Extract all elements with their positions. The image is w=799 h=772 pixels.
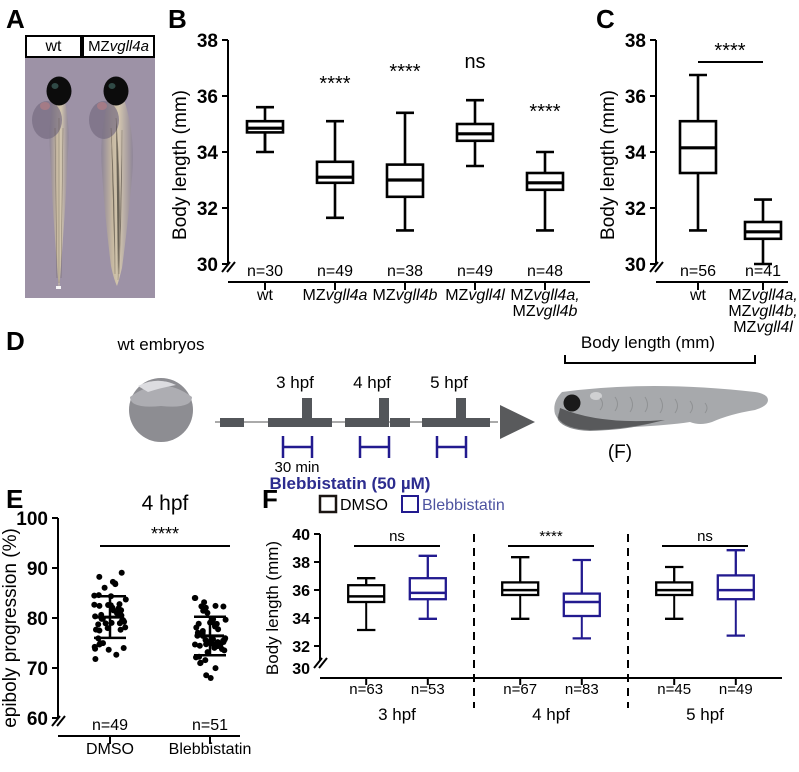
svg-text:5 hpf: 5 hpf bbox=[686, 705, 724, 724]
svg-text:MZvgll4a: MZvgll4a bbox=[303, 287, 368, 304]
svg-text:n=45: n=45 bbox=[657, 681, 691, 698]
svg-text:n=51: n=51 bbox=[192, 717, 228, 734]
svg-text:n=49: n=49 bbox=[92, 717, 128, 734]
svg-text:90: 90 bbox=[27, 559, 48, 580]
svg-text:36: 36 bbox=[292, 583, 310, 600]
svg-text:wt embryos: wt embryos bbox=[117, 335, 205, 354]
svg-text:4 hpf: 4 hpf bbox=[353, 373, 391, 392]
svg-text:epiboly progression (%): epiboly progression (%) bbox=[0, 528, 21, 728]
svg-text:4 hpf: 4 hpf bbox=[532, 705, 570, 724]
svg-text:wt: wt bbox=[689, 287, 707, 304]
svg-text:80: 80 bbox=[27, 609, 48, 630]
svg-text:****: **** bbox=[539, 528, 563, 545]
svg-text:n=49: n=49 bbox=[719, 681, 753, 698]
svg-text:32: 32 bbox=[625, 199, 646, 220]
svg-text:DMSO: DMSO bbox=[340, 497, 388, 514]
svg-text:38: 38 bbox=[292, 555, 310, 572]
svg-text:32: 32 bbox=[292, 639, 310, 656]
svg-text:70: 70 bbox=[27, 659, 48, 680]
svg-text:Body length (mm): Body length (mm) bbox=[263, 541, 282, 675]
svg-text:n=56: n=56 bbox=[680, 263, 716, 280]
svg-text:Blebbistatin: Blebbistatin bbox=[422, 497, 505, 514]
svg-text:****: **** bbox=[529, 101, 560, 123]
svg-text:36: 36 bbox=[625, 87, 646, 108]
svg-text:n=63: n=63 bbox=[349, 681, 383, 698]
svg-text:MZvgll4b: MZvgll4b bbox=[513, 303, 578, 320]
svg-text:****: **** bbox=[151, 524, 179, 544]
svg-text:30: 30 bbox=[292, 661, 310, 678]
svg-text:34: 34 bbox=[292, 611, 310, 628]
svg-text:ns: ns bbox=[464, 51, 485, 73]
svg-text:3 hpf: 3 hpf bbox=[276, 373, 314, 392]
svg-text:Blebbistatin: Blebbistatin bbox=[169, 741, 252, 758]
svg-text:Body length (mm): Body length (mm) bbox=[581, 333, 715, 352]
svg-text:n=41: n=41 bbox=[745, 263, 781, 280]
svg-text:n=83: n=83 bbox=[565, 681, 599, 698]
svg-text:****: **** bbox=[714, 40, 745, 62]
svg-text:n=38: n=38 bbox=[387, 263, 423, 280]
svg-text:n=30: n=30 bbox=[247, 263, 283, 280]
svg-text:MZvgll4b,: MZvgll4b, bbox=[728, 303, 797, 320]
svg-text:n=49: n=49 bbox=[317, 263, 353, 280]
svg-text:****: **** bbox=[389, 61, 420, 83]
svg-text:MZvgll4a,: MZvgll4a, bbox=[728, 287, 797, 304]
svg-text:34: 34 bbox=[625, 143, 647, 164]
svg-text:n=49: n=49 bbox=[457, 263, 493, 280]
svg-text:n=48: n=48 bbox=[527, 263, 563, 280]
svg-text:5 hpf: 5 hpf bbox=[430, 373, 468, 392]
svg-text:wt: wt bbox=[256, 287, 274, 304]
svg-text:3 hpf: 3 hpf bbox=[378, 705, 416, 724]
svg-text:MZvgll4a,: MZvgll4a, bbox=[510, 287, 579, 304]
svg-text:30: 30 bbox=[197, 255, 218, 276]
svg-text:100: 100 bbox=[16, 509, 48, 530]
svg-text:38: 38 bbox=[197, 31, 218, 52]
svg-text:36: 36 bbox=[197, 87, 218, 108]
svg-text:ns: ns bbox=[389, 528, 405, 545]
svg-text:30: 30 bbox=[625, 255, 646, 276]
svg-text:****: **** bbox=[319, 73, 350, 95]
svg-text:60: 60 bbox=[27, 709, 48, 730]
svg-text:MZvgll4b: MZvgll4b bbox=[373, 287, 438, 304]
svg-text:DMSO: DMSO bbox=[86, 741, 134, 758]
svg-text:32: 32 bbox=[197, 199, 218, 220]
svg-text:MZvgll4l: MZvgll4l bbox=[445, 287, 505, 304]
svg-text:38: 38 bbox=[625, 31, 646, 52]
svg-text:34: 34 bbox=[197, 143, 219, 164]
svg-text:(F): (F) bbox=[608, 442, 632, 463]
svg-text:Body length (mm): Body length (mm) bbox=[598, 90, 619, 240]
svg-text:ns: ns bbox=[697, 528, 713, 545]
svg-text:Body length (mm): Body length (mm) bbox=[170, 90, 191, 240]
svg-text:n=53: n=53 bbox=[411, 681, 445, 698]
svg-text:40: 40 bbox=[292, 527, 310, 544]
svg-text:n=67: n=67 bbox=[503, 681, 537, 698]
svg-text:4 hpf: 4 hpf bbox=[142, 492, 189, 515]
